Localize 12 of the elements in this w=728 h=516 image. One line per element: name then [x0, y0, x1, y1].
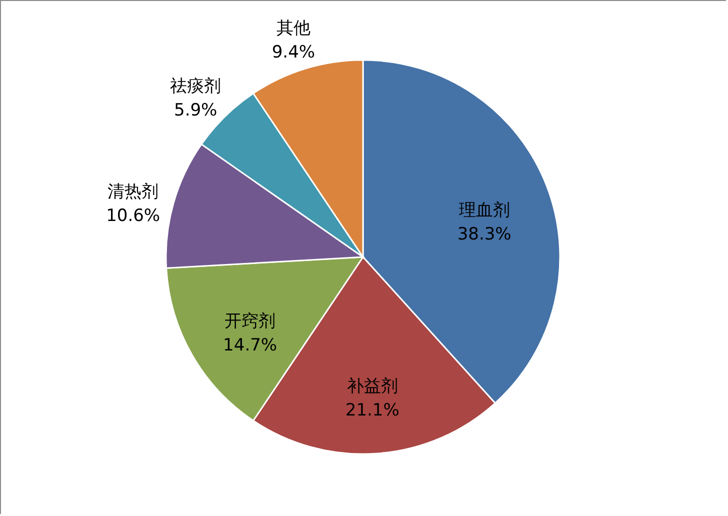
slice-label: 开窍剂 — [224, 311, 276, 332]
slice-label: 理血剂 — [458, 200, 510, 220]
slice-label: 祛痰剂 — [170, 76, 222, 96]
slice-label: 其他 — [276, 18, 310, 38]
slice-label: 清热剂 — [108, 182, 159, 202]
data-label: 21.1% — [345, 400, 400, 421]
data-label: 9.4% — [272, 42, 316, 62]
data-label: 14.7% — [223, 335, 278, 356]
data-label: 38.3% — [457, 224, 512, 244]
data-label: 10.6% — [106, 206, 160, 226]
slice-label: 补益剂 — [346, 376, 398, 397]
data-label: 5.9% — [174, 100, 218, 120]
